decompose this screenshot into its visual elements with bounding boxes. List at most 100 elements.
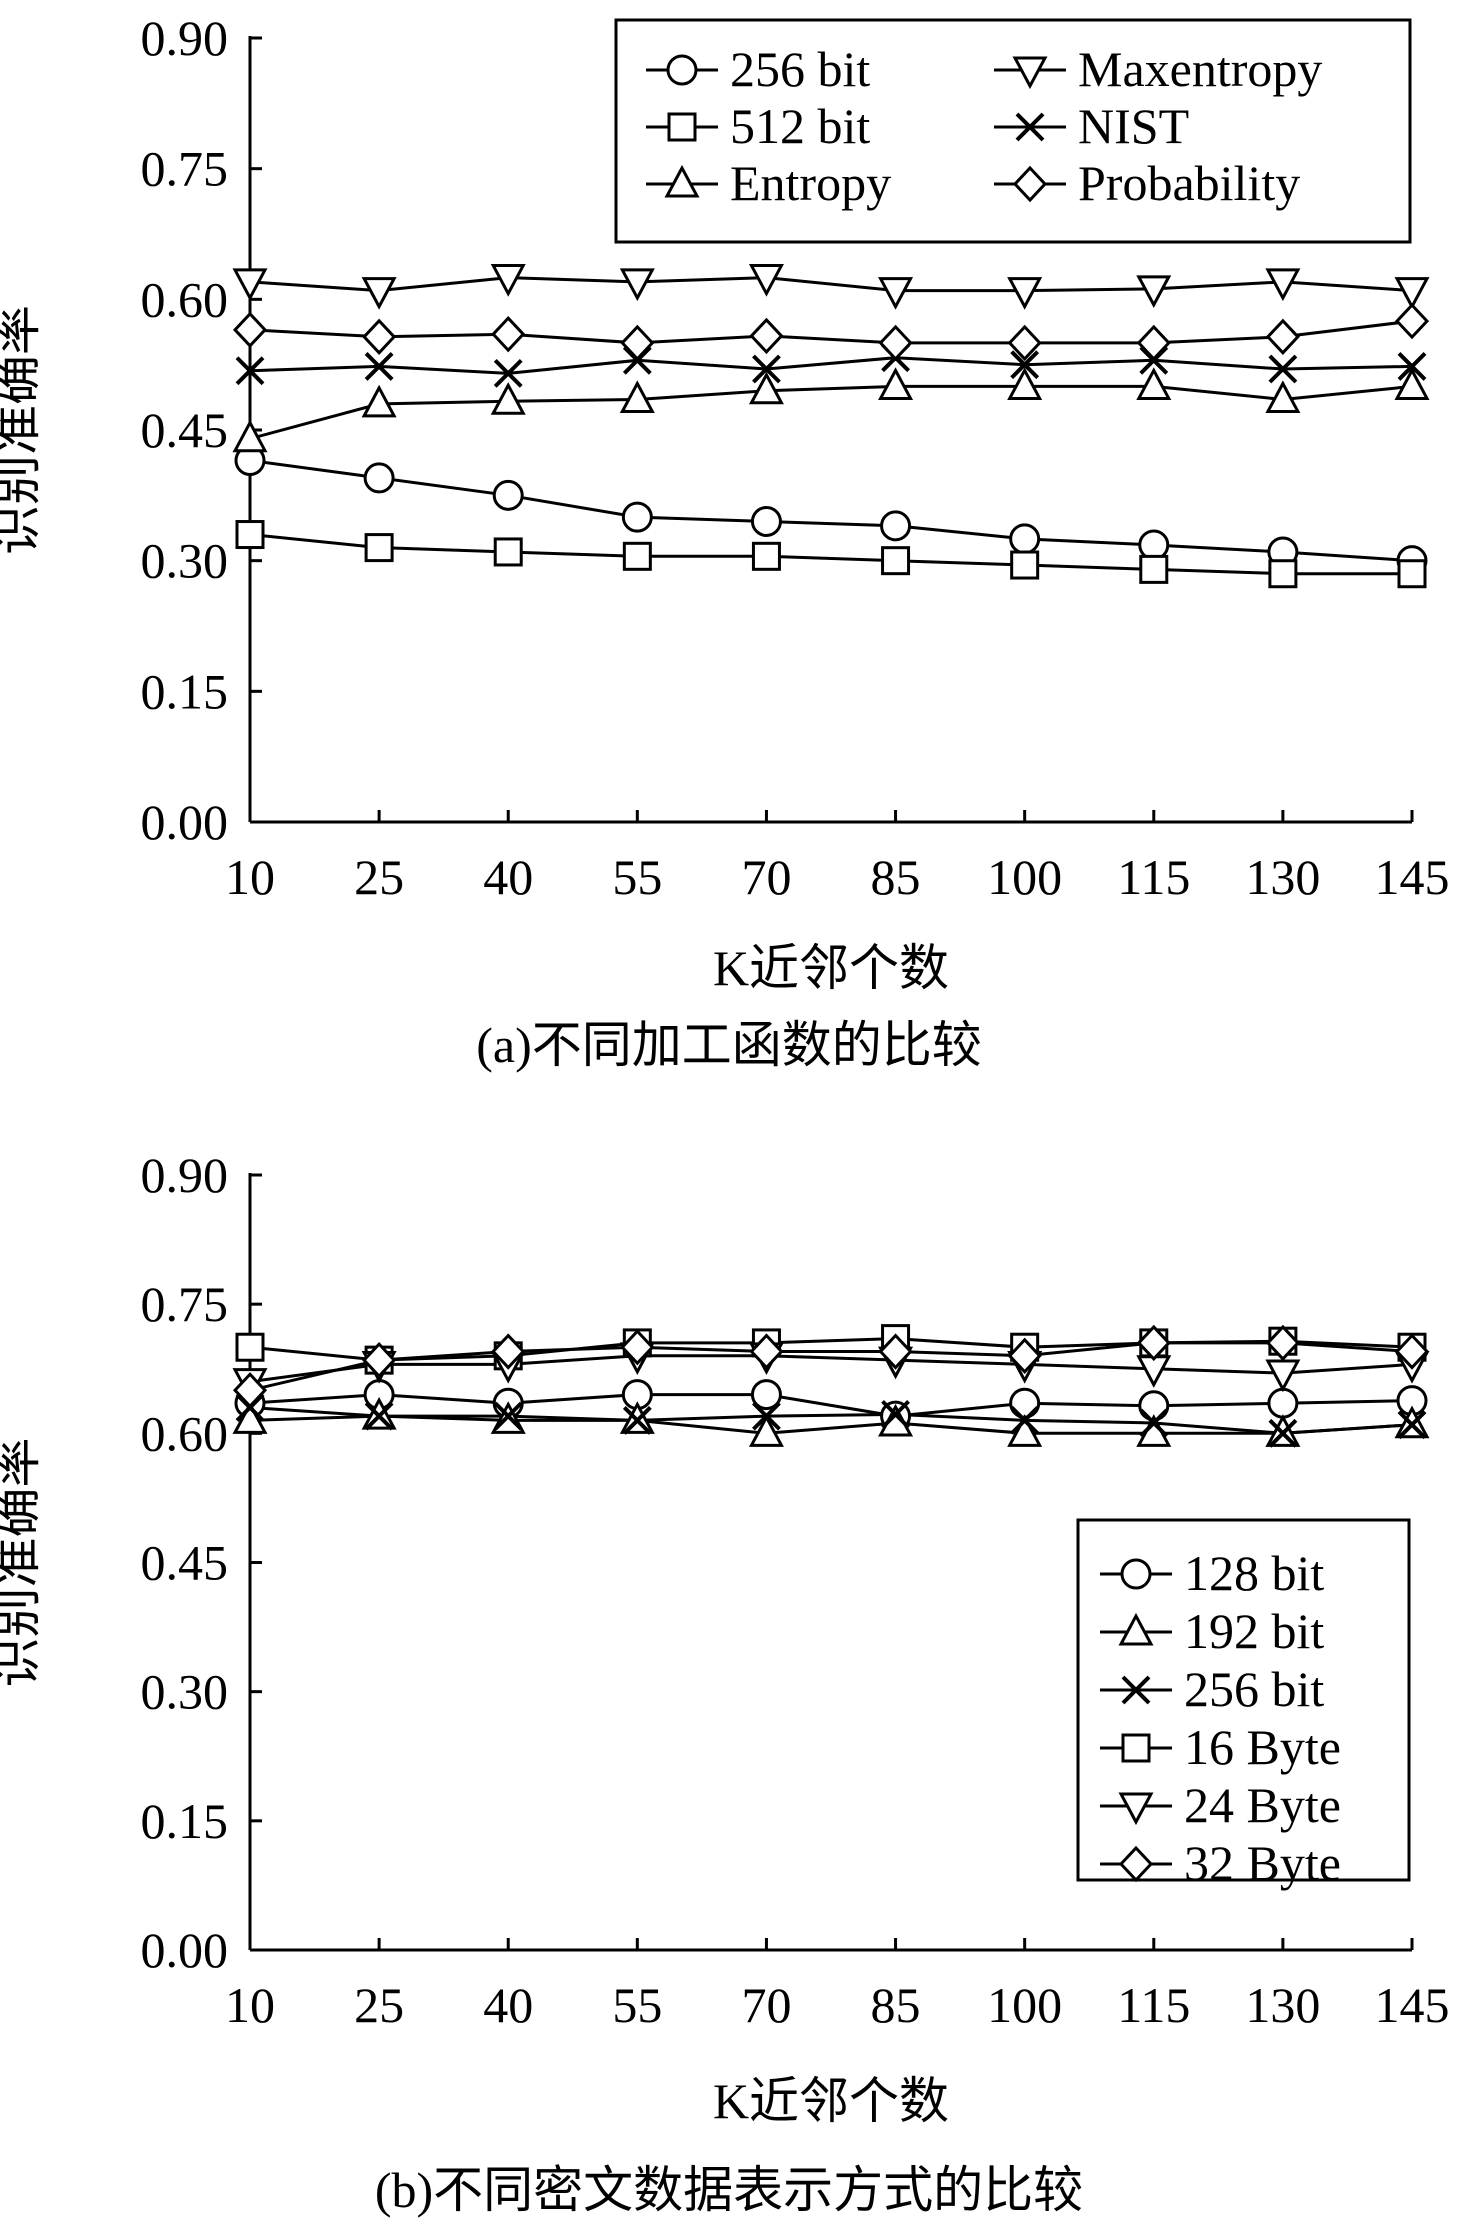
chart-a-point-maxentropy [619,268,655,302]
chart-a-point-entropy [1265,380,1301,414]
chart-a-point-256-bit [1009,523,1041,555]
chart-a-x-tick-label: 55 [612,849,662,905]
chart-b-legend-label: 16 Byte [1184,1719,1341,1775]
chart-b-y-tick-label: 0.60 [141,1405,229,1461]
chart-a-point-entropy [490,382,526,415]
chart-a-point-probability [620,324,655,362]
chart-a-legend-label: Probability [1078,155,1300,211]
chart-a-x-tick-label: 10 [225,849,275,905]
chart-a-legend-item-nist: NIST [994,98,1189,154]
chart-a-point-nist [1397,351,1427,381]
chart-b-y-tick-label: 0.75 [141,1276,229,1332]
chart-a-point-probability [1007,324,1042,362]
chart-b-point-256-bit [752,1401,781,1431]
chart-b-line-192-bit [249,1414,1413,1435]
chart-a-x-tick-label: 25 [354,849,404,905]
chart-b-x-axis-title: K近邻个数 [713,2073,949,2129]
chart-a: 0.00 0.15 0.30 0.45 0.60 0.75 0.90 10 25 40 55 70 85… [0,10,1450,996]
chart-b-y-tick-label: 0.90 [141,1147,229,1203]
chart-b-point-256-bit [881,1399,910,1429]
chart-b-point-256-bit [364,1401,394,1431]
chart-b-legend-label: 24 Byte [1184,1777,1341,1833]
chart-a-line-nist [249,356,1413,375]
chart-b-x-tick-label: 55 [612,1977,662,2033]
chart-a-legend-item-512-bit: 512 bit [646,98,870,154]
chart-a-legend-label: 512 bit [730,98,870,154]
chart-b-y-tick-label: 0.30 [141,1664,229,1720]
chart-b-point-32-byte [878,1333,913,1370]
chart-a-point-maxentropy [232,268,268,302]
chart-b-line-32-byte [249,1341,1413,1392]
chart-a-point-entropy [232,419,268,453]
chart-a-line-maxentropy [249,276,1413,293]
chart-b-point-192-bit [1007,1414,1043,1447]
chart-b-line-24-byte [249,1354,1413,1384]
chart-b-point-32-byte [620,1329,655,1366]
chart-a-point-maxentropy [748,264,784,297]
chart-a-point-512-bit [1397,559,1427,589]
chart-a-line-512-bit [249,533,1412,576]
caption-a: (a)不同加工函数的比较 [476,1017,982,1073]
chart-b-legend-marker [1118,1792,1154,1826]
chart-a-point-maxentropy [361,277,397,310]
chart-b-point-32-byte [1394,1333,1430,1370]
chart-b-y-tick-label: 0.45 [141,1535,229,1591]
chart-a-x-tick-label: 70 [741,849,791,905]
chart-a-x-tick-label: 100 [987,849,1062,905]
chart-a-legend-item-probability: Probability [994,155,1300,211]
chart-a-x-tick-label: 40 [483,849,533,905]
chart-a-point-probability [1136,324,1171,362]
chart-a-point-probability [491,315,526,353]
chart-a-point-512-bit [881,546,911,576]
chart-a-point-512-bit [1139,554,1169,584]
chart-a-point-nist [752,354,781,384]
chart-b-legend-marker [1121,1733,1151,1763]
chart-b-legend-label: 256 bit [1184,1661,1324,1717]
chart-a-point-512-bit [622,541,652,571]
chart-a-point-nist [235,356,265,386]
chart-b-x-tick-label: 85 [871,1977,921,2033]
chart-b-x-tick-label: 10 [225,1977,275,2033]
chart-a-legend-marker [666,54,698,86]
chart-a-legend-label: 256 bit [730,41,870,97]
chart-a-y-tick-label: 0.45 [141,402,229,458]
chart-b-point-256-bit [622,1406,652,1435]
chart-a-legend-label: Entropy [730,155,891,211]
chart-a-point-nist [364,351,394,381]
chart-b-point-32-byte [491,1333,526,1370]
chart-a-point-probability [1265,318,1300,355]
chart-b-line-256-bit [249,1406,1413,1435]
chart-a-point-512-bit [235,520,265,550]
chart-a-point-256-bit [750,505,782,537]
chart-a-y-tick-label: 0.00 [141,794,229,850]
chart-b-x-tick-label: 115 [1117,1977,1190,2033]
chart-b-legend-item-32-byte: 32 Byte [1100,1835,1341,1891]
chart-b-legend-item-24-byte: 24 Byte [1100,1777,1341,1833]
chart-a-point-probability [749,317,784,355]
chart-a-point-512-bit [751,541,781,571]
chart-a-x-axis-title: K近邻个数 [713,940,949,996]
chart-a-legend-item-entropy: Entropy [646,155,891,211]
chart-a-point-256-bit [492,479,524,511]
chart-a-legend-marker [667,112,697,142]
chart-b-point-256-bit [493,1401,523,1431]
chart-a-point-maxentropy [878,277,914,310]
chart-b-y-tick-label: 0.15 [141,1793,229,1849]
chart-a-point-entropy [1394,367,1430,400]
chart-b-point-192-bit [748,1414,784,1447]
chart-a-legend-marker [1012,165,1048,203]
chart-b-point-24-byte [1265,1359,1301,1393]
chart-a-point-maxentropy [1136,275,1172,309]
chart-b-legend-item-16-byte: 16 Byte [1100,1719,1341,1775]
chart-b-x-tick-label: 70 [741,1977,791,2033]
chart-a-point-probability [232,311,268,349]
chart-a-point-nist [1268,354,1298,384]
chart-b-x-tick-label: 40 [483,1977,533,2033]
chart-a-legend-marker [1012,56,1048,90]
chart-b-legend-label: 192 bit [1184,1603,1324,1659]
chart-a-point-256-bit [1138,529,1170,561]
chart-a-point-probability [878,324,913,362]
chart-a-point-nist [493,358,523,388]
chart-a-point-entropy [619,380,655,414]
chart-b-x-tick-label: 145 [1375,1977,1450,2033]
